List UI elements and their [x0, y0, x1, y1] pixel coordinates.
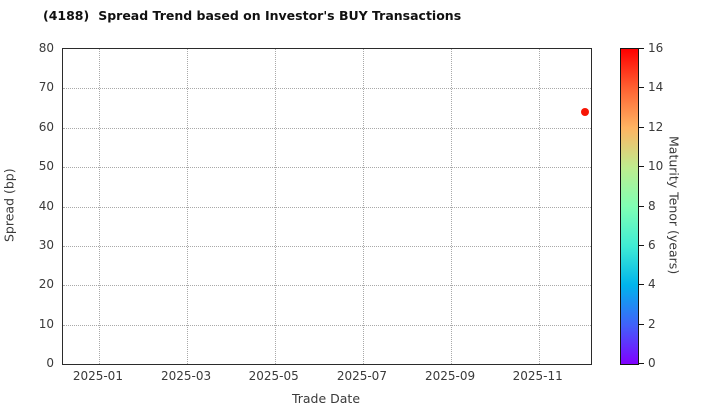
colorbar-tick [639, 166, 644, 168]
colorbar-label: Maturity Tenor (years) [666, 136, 682, 275]
colorbar-tick [639, 87, 644, 89]
y-tick-label: 30 [38, 237, 54, 252]
colorbar-tick-label: 10 [648, 159, 664, 174]
x-tick-labels: 2025-01 2025-03 2025-05 2025-07 2025-09 2025-… [62, 369, 590, 385]
colorbar-tick-label: 14 [648, 80, 664, 95]
colorbar-tick-label: 0 [648, 356, 656, 370]
x-tick-label: 2025-05 [248, 369, 299, 383]
x-tick-label: 2025-01 [72, 369, 123, 383]
data-point [581, 108, 590, 116]
y-tick-label: 40 [38, 198, 54, 213]
y-tick-label: 0 [46, 356, 54, 370]
gridline-vertical [187, 49, 189, 364]
gridline-horizontal [63, 88, 591, 90]
gridline-horizontal [63, 206, 591, 208]
x-tick-label: 2025-03 [161, 369, 212, 383]
colorbar-tick [639, 126, 644, 128]
ticker-code: (4188) [43, 8, 90, 23]
y-tick-label: 70 [38, 80, 54, 95]
colorbar-tick [639, 284, 644, 286]
y-tick-label: 80 [38, 41, 54, 55]
y-tick-label: 60 [38, 119, 54, 134]
x-tick-label: 2025-07 [336, 369, 387, 383]
colorbar [620, 48, 639, 365]
chart-title-text: Spread Trend based on Investor's BUY Tra… [98, 8, 462, 23]
colorbar-tick-label: 6 [648, 237, 656, 252]
colorbar-tick-label: 8 [648, 198, 656, 213]
gridline-horizontal [63, 285, 591, 287]
gridline-horizontal [63, 245, 591, 247]
colorbar-tick-label: 16 [648, 41, 664, 55]
chart-title: (4188) Spread Trend based on Investor's B… [43, 8, 461, 23]
colorbar-tick [639, 48, 644, 49]
gridline-horizontal [63, 324, 591, 326]
x-tick-label: 2025-09 [425, 369, 476, 383]
x-axis-label: Trade Date [291, 391, 361, 406]
x-tick-label: 2025-11 [512, 369, 563, 383]
y-tick-label: 20 [38, 277, 54, 292]
gridline-vertical [538, 49, 540, 364]
colorbar-tick-label: 2 [648, 316, 656, 331]
colorbar-tick [639, 205, 644, 207]
y-axis-label: Spread (bp) [1, 168, 17, 243]
gridline-vertical [451, 49, 453, 364]
y-tick-label: 50 [38, 159, 54, 174]
gridline-vertical [362, 49, 364, 364]
gridline-vertical [274, 49, 276, 364]
colorbar-tick-label: 4 [648, 277, 656, 292]
colorbar-tick [639, 244, 644, 246]
plot-area [62, 48, 592, 365]
gridline-horizontal [63, 127, 591, 129]
colorbar-tick-label: 12 [648, 119, 664, 134]
gridline-vertical [98, 49, 100, 364]
gridline-horizontal [63, 167, 591, 169]
colorbar-tick [639, 363, 644, 364]
y-tick-labels: 0 10 20 30 40 50 60 70 80 [18, 41, 54, 370]
y-tick-label: 10 [38, 316, 54, 331]
colorbar-tick [639, 323, 644, 325]
